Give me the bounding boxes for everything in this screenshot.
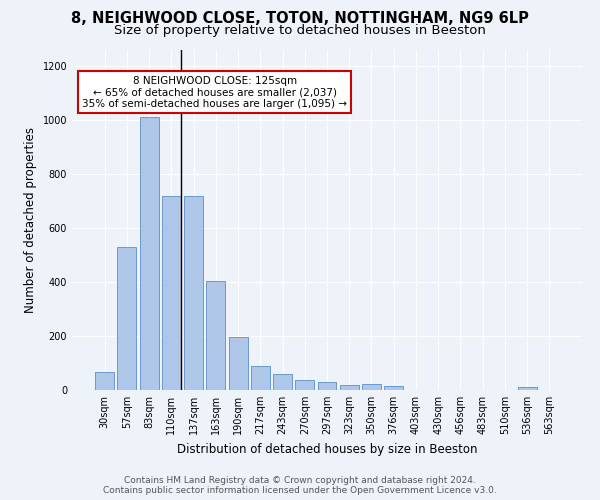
Bar [251,366,270,390]
Bar [518,387,536,390]
Bar [229,337,248,390]
X-axis label: Distribution of detached houses by size in Beeston: Distribution of detached houses by size … [177,442,477,456]
Text: 8, NEIGHWOOD CLOSE, TOTON, NOTTINGHAM, NG9 6LP: 8, NEIGHWOOD CLOSE, TOTON, NOTTINGHAM, N… [71,11,529,26]
Bar [206,280,225,390]
Bar [317,382,337,390]
Bar [95,372,114,390]
Text: Contains HM Land Registry data © Crown copyright and database right 2024.
Contai: Contains HM Land Registry data © Crown c… [103,476,497,495]
Bar [184,196,203,390]
Bar [162,196,181,390]
Bar [140,118,158,390]
Y-axis label: Number of detached properties: Number of detached properties [24,127,37,313]
Text: 8 NEIGHWOOD CLOSE: 125sqm
← 65% of detached houses are smaller (2,037)
35% of se: 8 NEIGHWOOD CLOSE: 125sqm ← 65% of detac… [82,76,347,108]
Bar [362,384,381,390]
Text: Size of property relative to detached houses in Beeston: Size of property relative to detached ho… [114,24,486,37]
Bar [273,374,292,390]
Bar [340,386,359,390]
Bar [384,386,403,390]
Bar [295,380,314,390]
Bar [118,247,136,390]
